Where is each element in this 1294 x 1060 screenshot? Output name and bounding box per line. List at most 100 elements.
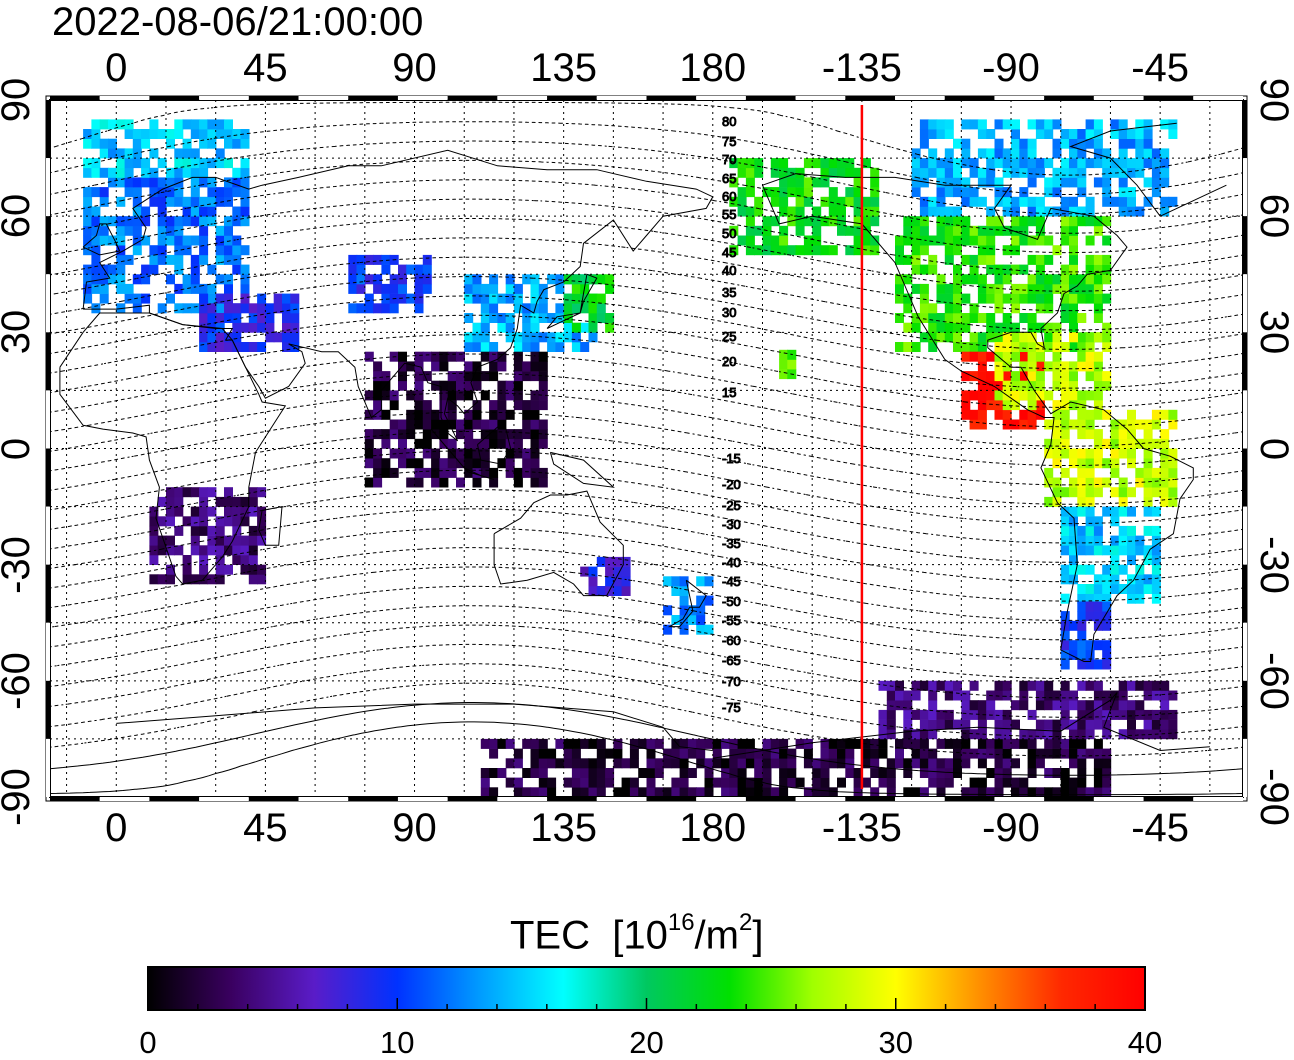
contour-label: -70 [722, 674, 741, 689]
frame-band [149, 96, 200, 100]
magnetic-latitude-contour [50, 450, 1243, 525]
contour-label: -55 [722, 613, 741, 628]
lat-tick-label-left: 0 [0, 437, 38, 459]
frame-band [298, 797, 349, 801]
frame-band [348, 797, 398, 801]
frame-band [46, 274, 50, 333]
lon-tick-label-top: 180 [679, 46, 747, 90]
tec-region-alaska [729, 158, 880, 256]
tec-region-north-america [895, 216, 1112, 352]
tec-region-canada-arctic [911, 119, 1178, 217]
frame-band [795, 797, 846, 801]
tec-region-africa-south [149, 487, 267, 585]
contour-label: 25 [722, 329, 736, 344]
contour-label: -60 [722, 633, 741, 648]
frame-band [1243, 680, 1247, 739]
timestamp: 2022-08-06/21:00:00 [52, 0, 424, 44]
frame-band [745, 96, 796, 100]
coastline [50, 122, 1227, 217]
contour-label: 55 [722, 207, 736, 222]
contour-label: -65 [722, 653, 741, 668]
magnetic-latitude-contour [50, 256, 1243, 331]
magnetic-latitude-contour [50, 276, 1243, 350]
frame-band [944, 797, 995, 801]
colorbar-title-quantity: TEC [510, 913, 590, 958]
lon-tick-label-top: -45 [1131, 46, 1190, 90]
lat-tick-label-left: 30 [0, 310, 38, 355]
magnetic-latitude-contour [50, 295, 1243, 370]
coastline [546, 273, 598, 329]
frame-band [248, 96, 299, 100]
magnetic-latitude-contour [50, 585, 1243, 660]
frame-band [1243, 100, 1247, 159]
magnetic-latitude-contour [50, 527, 1243, 602]
magnetic-latitude-contour [50, 237, 1243, 312]
contour-label: -15 [722, 451, 741, 466]
colorbar-unit-mid: /m [694, 913, 739, 958]
frame-band [1243, 738, 1247, 797]
contour-label: 30 [722, 305, 736, 320]
frame-band [696, 96, 746, 100]
frame-band [46, 680, 50, 739]
colorbar-tick-label: 0 [139, 1025, 157, 1060]
frame-band [1243, 506, 1247, 565]
magnetic-latitude-contour [50, 682, 1243, 757]
lat-tick-label-left: -90 [0, 768, 38, 826]
contour-label: 45 [722, 245, 736, 260]
lon-tick-label-top: -90 [982, 46, 1040, 90]
frame-band [1243, 274, 1247, 333]
colorbar-tick-label: 20 [629, 1025, 664, 1060]
lat-tick-label-right: 0 [1252, 437, 1294, 460]
frame-band [895, 96, 945, 100]
frame-band [1243, 158, 1247, 217]
contour-label: -35 [722, 536, 741, 551]
contour-label: -20 [722, 477, 741, 492]
frame-band [46, 448, 50, 507]
frame-band [50, 96, 100, 100]
frame-band [1243, 564, 1247, 623]
contour-label: -40 [722, 555, 741, 570]
lat-tick-label-right: 60 [1252, 193, 1294, 239]
frame-band [1193, 96, 1243, 100]
contour-label: 35 [722, 285, 736, 300]
frame-band [397, 797, 448, 801]
colorbar-tick-label: 10 [380, 1025, 415, 1060]
lon-tick-label-top: 45 [243, 46, 288, 90]
tec-region-south-america-south [1060, 601, 1112, 670]
frame-band [1243, 332, 1247, 391]
frame-band [845, 797, 896, 801]
frame-band [447, 797, 498, 801]
frame-band [745, 797, 796, 801]
tec-region-new-zealand [663, 576, 714, 635]
contour-label: 80 [722, 114, 736, 129]
magnetic-latitude-contour [50, 372, 1243, 447]
frame-band [547, 96, 597, 100]
frame-band [1243, 448, 1247, 507]
coastline [477, 420, 512, 465]
frame-band [298, 96, 349, 100]
colorbar-unit-end: ] [752, 913, 764, 958]
frame-band [99, 96, 150, 100]
colorbar-title: TEC [1016/m2] [510, 905, 763, 957]
magnetic-latitude-contour [50, 121, 1243, 195]
frame-band [696, 797, 746, 801]
frame-band [1243, 216, 1247, 275]
frame-band [845, 96, 896, 100]
contour-label: -50 [722, 594, 741, 609]
colorbar-unit-area-exponent: 2 [738, 909, 753, 936]
frame-band [795, 96, 846, 100]
frame-band [99, 797, 150, 801]
contour-label: 60 [722, 189, 736, 204]
magnetic-latitude-contour [50, 392, 1243, 466]
frame-band [348, 96, 398, 100]
frame-band [397, 96, 448, 100]
frame-band [50, 797, 100, 801]
coastline [493, 490, 624, 597]
magnetic-latitude-contour [50, 566, 1243, 641]
frame-band [1243, 622, 1247, 681]
contour-label: 50 [722, 226, 736, 241]
coastline [549, 451, 615, 488]
lon-tick-label-bottom: -135 [821, 806, 902, 850]
lat-tick-label-right: 90 [1252, 77, 1294, 123]
